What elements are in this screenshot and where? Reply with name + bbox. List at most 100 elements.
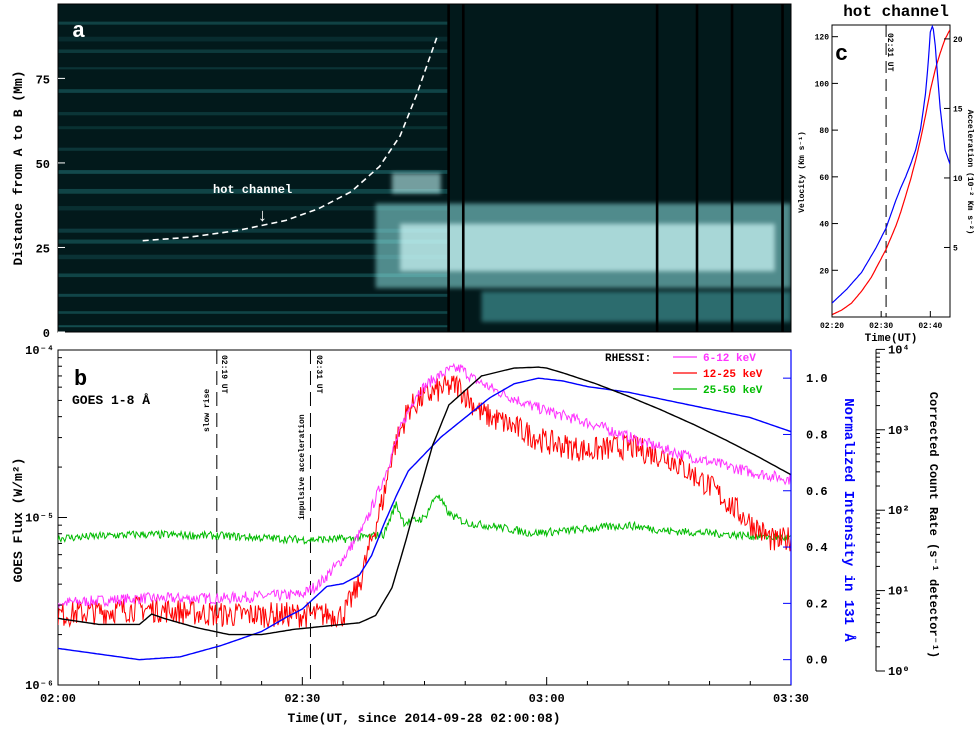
map-stripe bbox=[58, 273, 449, 278]
goes-label: GOES 1-8 Å bbox=[72, 393, 150, 408]
map-stripe bbox=[58, 21, 449, 25]
panel-b-xtick-label: 03:00 bbox=[529, 692, 565, 706]
panel-a-frame bbox=[57, 3, 792, 333]
panel-b-xtick-label: 02:00 bbox=[40, 692, 76, 706]
intensity-ytick-label: 1.0 bbox=[806, 372, 828, 386]
velocity-ylabel: Velocity (Km s⁻¹) bbox=[798, 131, 807, 213]
intensity-ytick-label: 0.0 bbox=[806, 654, 828, 668]
panel-a-ytick-label: 0 bbox=[43, 327, 50, 341]
map-stripe bbox=[58, 188, 449, 194]
velocity-ytick-label: 40 bbox=[819, 221, 829, 230]
map-stripe bbox=[58, 206, 449, 211]
velocity-series bbox=[832, 29, 950, 316]
panel-c-axes: 02:20 02:30 02:40 120 100 80 60 40 20 20 15 10 5 bbox=[815, 34, 963, 331]
panel-b-letter: b bbox=[74, 367, 87, 392]
map-data-gap bbox=[655, 4, 659, 332]
panel-c-xtick-label: 02:40 bbox=[918, 322, 942, 331]
count-rate-ytick-label: 10⁴ bbox=[888, 343, 910, 357]
panel-a-ylabel: Distance from A to B (Mm) bbox=[11, 70, 26, 265]
panel-b-xtick-label: 03:30 bbox=[773, 692, 809, 706]
panel-a-ytick-label: 75 bbox=[36, 73, 50, 87]
marker-2-time: 02:31 UT bbox=[314, 355, 323, 394]
goes-ytick-label: 10⁻⁵ bbox=[25, 512, 54, 526]
legend: RHESSI: 6-12 keV 12-25 keV 25-50 keV bbox=[605, 353, 763, 397]
map-stripe bbox=[58, 311, 449, 314]
panel-a-y-axis: 0 25 50 75 bbox=[36, 73, 65, 341]
map-stripe bbox=[58, 254, 449, 260]
intensity-ytick-label: 0.8 bbox=[806, 428, 828, 442]
map-stripe bbox=[58, 126, 449, 130]
map-stripe bbox=[58, 67, 449, 70]
intensity-ytick-label: 0.4 bbox=[806, 541, 828, 555]
intensity-ytick-label: 0.2 bbox=[806, 597, 828, 611]
map-stripe bbox=[58, 89, 449, 93]
panel-b: 02:00 02:30 03:00 03:30 10⁻⁴ 10⁻⁵ 10⁻⁶ 1.0 0.8 0.… bbox=[11, 343, 940, 726]
panel-c-xtick-label: 02:20 bbox=[820, 322, 844, 331]
panel-c: 02:20 02:30 02:40 120 100 80 60 40 20 20 15 10 5 hot… bbox=[798, 3, 974, 345]
velocity-ytick-label: 80 bbox=[819, 127, 829, 136]
panel-a-ytick-label: 50 bbox=[36, 158, 50, 172]
panel-b-axes: 02:00 02:30 03:00 03:30 10⁻⁴ 10⁻⁵ 10⁻⁶ 1.0 0.8 0.… bbox=[25, 343, 909, 706]
map-stripe bbox=[58, 112, 449, 116]
goes-flux-ylabel: GOES Flux (W/m²) bbox=[11, 458, 26, 583]
map-data-gap bbox=[447, 4, 450, 332]
panel-a-ytick-label: 25 bbox=[36, 242, 50, 256]
panel-c-xlabel: Time(UT) bbox=[865, 333, 918, 345]
legend-label-6-12-kev: 6-12 keV bbox=[703, 353, 756, 365]
velocity-ytick-label: 60 bbox=[819, 174, 829, 183]
velocity-ytick-label: 120 bbox=[815, 34, 830, 43]
map-stripe bbox=[58, 49, 449, 53]
panel-c-letter: c bbox=[835, 42, 848, 67]
count-rate-ytick-label: 10² bbox=[888, 504, 910, 518]
panel-b-plot-area bbox=[58, 362, 791, 661]
acceleration-ytick-label: 5 bbox=[953, 244, 958, 253]
panel-c-marker-time: 02:31 UT bbox=[885, 33, 894, 72]
intensity-ylabel: Normalized Intensity in 131 Å bbox=[840, 398, 857, 642]
velocity-ytick-label: 100 bbox=[815, 80, 830, 89]
map-stripe bbox=[58, 36, 449, 42]
panel-c-xtick-label: 02:30 bbox=[869, 322, 893, 331]
acceleration-ytick-label: 15 bbox=[953, 105, 963, 114]
map-stripe bbox=[58, 147, 449, 151]
legend-label-12-25-kev: 12-25 keV bbox=[703, 369, 763, 381]
map-lower-band bbox=[481, 291, 791, 322]
hot-channel-annotation: hot channel bbox=[213, 183, 292, 197]
time-distance-map bbox=[58, 4, 791, 332]
aia-131-intensity-series bbox=[58, 377, 791, 661]
legend-title: RHESSI: bbox=[605, 353, 651, 365]
panel-c-frame bbox=[831, 24, 951, 318]
map-data-gap bbox=[461, 4, 465, 332]
marker-2-label: impulsive acceleration bbox=[298, 414, 307, 520]
acceleration-ytick-label: 20 bbox=[953, 36, 963, 45]
intensity-ytick-label: 0.6 bbox=[806, 485, 828, 499]
hot-channel-track bbox=[142, 37, 438, 242]
acceleration-ytick-label: 10 bbox=[953, 175, 963, 184]
panel-a: 0 25 50 75 a hot channel ↓ Distance from A … bbox=[11, 3, 792, 341]
panel-b-xlabel: Time(UT, since 2014-09-28 02:00:08) bbox=[287, 711, 560, 726]
goes-ytick-label: 10⁻⁶ bbox=[25, 679, 54, 693]
map-stripe bbox=[58, 293, 449, 297]
count-rate-ytick-label: 10⁰ bbox=[888, 665, 910, 679]
count-rate-ytick-label: 10¹ bbox=[888, 585, 910, 599]
marker-1-label: slow rise bbox=[203, 389, 212, 432]
map-upper-blob bbox=[391, 173, 441, 194]
panel-c-title: hot channel bbox=[843, 3, 949, 21]
panel-b-frame bbox=[57, 349, 792, 686]
panel-c-plot-area bbox=[832, 25, 950, 316]
acceleration-ylabel: Acceleration (10⁻² Km s⁻²) bbox=[965, 110, 974, 235]
map-data-gap bbox=[730, 4, 734, 332]
count-rate-ytick-label: 10³ bbox=[888, 424, 910, 438]
goes-ytick-label: 10⁻⁴ bbox=[25, 344, 54, 358]
goes-flux-series bbox=[58, 366, 791, 636]
map-stripe bbox=[58, 325, 449, 328]
rhessi-25-50-kev-series bbox=[58, 494, 791, 545]
count-rate-ylabel: Corrected Count Rate (s⁻¹ detector⁻¹) bbox=[926, 392, 940, 659]
panel-a-letter: a bbox=[72, 19, 85, 44]
map-stripe bbox=[58, 170, 449, 174]
panel-b-xtick-label: 02:30 bbox=[284, 692, 320, 706]
legend-label-25-50-kev: 25-50 keV bbox=[703, 385, 763, 397]
velocity-ytick-label: 20 bbox=[819, 267, 829, 276]
marker-1-time: 02:19 UT bbox=[219, 355, 228, 394]
hot-channel-arrow: ↓ bbox=[257, 207, 268, 227]
